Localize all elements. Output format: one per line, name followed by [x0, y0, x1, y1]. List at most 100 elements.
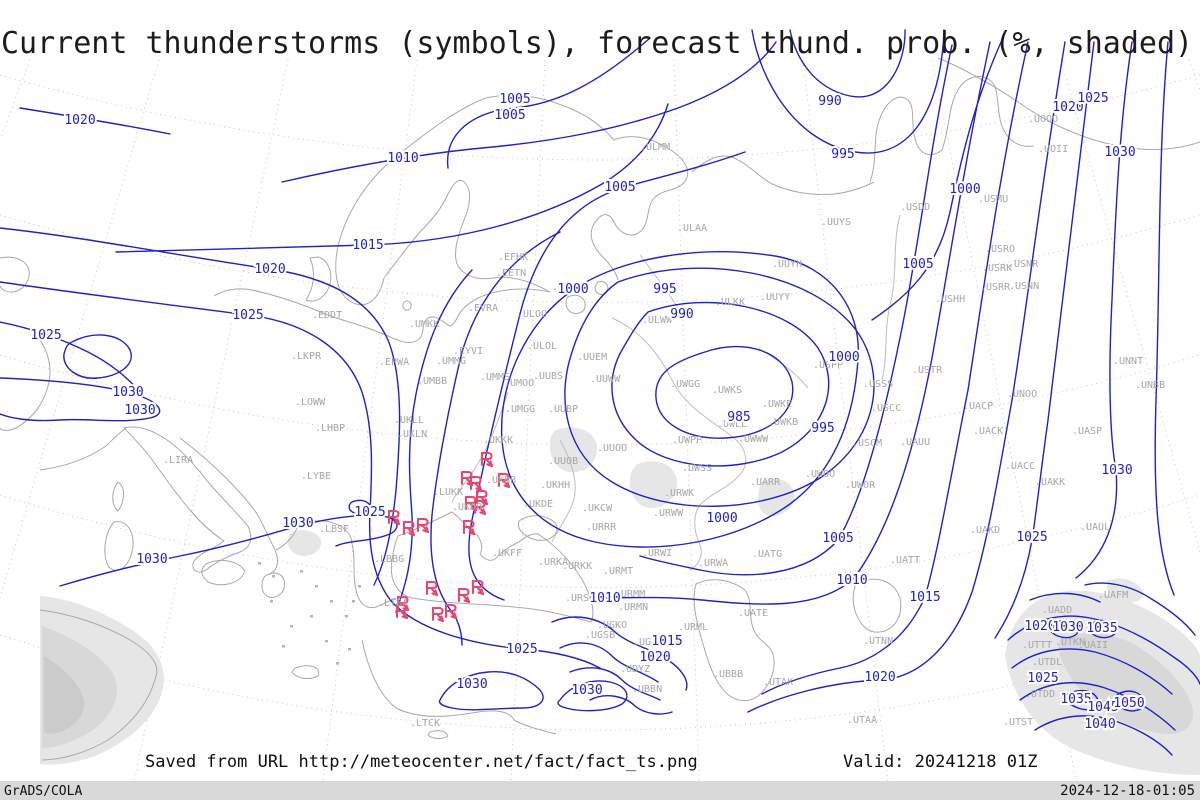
- station-label: .UTAA: [847, 715, 877, 726]
- thunder-probability-shade: [44, 656, 85, 734]
- station-label: .UUWW: [590, 374, 621, 385]
- isobar-1040: [1034, 715, 1173, 756]
- station-label: .EVRA: [468, 303, 498, 314]
- coastline: [305, 256, 332, 302]
- station-label: .UWKS: [712, 385, 742, 396]
- isobar-1030: [59, 514, 398, 587]
- coastline: [691, 155, 875, 195]
- river-layer: [451, 214, 901, 571]
- isobar-value-label: 1040: [1084, 717, 1115, 732]
- station-label: .UWKB: [768, 417, 798, 428]
- isobar-1010: [281, 41, 777, 183]
- station-label: .LYBE: [301, 471, 331, 482]
- station-label: .USSS: [863, 379, 893, 390]
- coastline: [869, 75, 1035, 183]
- isobar-1005: [446, 37, 651, 169]
- isobar-value-label: 1005: [604, 180, 635, 195]
- station-label: .UASP: [1072, 426, 1102, 437]
- isobar-value-label: 1015: [352, 238, 383, 253]
- isobar-995: [751, 29, 945, 154]
- island-dot: [336, 662, 339, 665]
- valid-time-text: Valid: 20241218 01Z: [843, 752, 1038, 772]
- station-label: .USHH: [935, 294, 965, 305]
- station-label: .UWOR: [845, 480, 876, 491]
- isobar-value-label: 985: [727, 410, 750, 425]
- bottom-status-bar: [0, 781, 1200, 800]
- isobar-1015: [115, 103, 669, 253]
- thunderstorm-icon: [425, 580, 439, 597]
- station-label: .UBBN: [632, 684, 662, 695]
- thunderstorm-icon-stroke: [387, 509, 400, 519]
- thunderstorm-icon-stroke: [497, 472, 510, 482]
- station-label: .URML: [678, 622, 708, 633]
- thunderstorm-icon-stroke: [396, 595, 409, 605]
- isobar-value-label: 1015: [909, 590, 940, 605]
- station-label: .ULOL: [527, 341, 557, 352]
- station-label: .UWLL: [717, 419, 747, 430]
- probability-shading-layer: [40, 427, 1200, 775]
- river: [551, 439, 576, 543]
- isobar-value-label: 1000: [828, 350, 859, 365]
- station-label: .USRK: [982, 263, 1012, 274]
- isobar-1030: [1029, 592, 1101, 603]
- graticule-line: [802, 59, 891, 800]
- thunderstorm-icon-stroke: [475, 489, 488, 499]
- coastline: [179, 437, 278, 575]
- coastline: [112, 481, 125, 512]
- coastline: [565, 294, 586, 314]
- isobar-1030: [589, 695, 673, 715]
- isobar-1030: [348, 499, 371, 516]
- coastline: [0, 256, 30, 293]
- station-label: .UMMG: [436, 356, 466, 367]
- station-label: .LKPR: [291, 351, 322, 362]
- river: [757, 347, 809, 389]
- coastline: [291, 665, 320, 680]
- station-label: .UMMS: [480, 372, 510, 383]
- station-label: .UACP: [963, 401, 993, 412]
- thunderstorm-icon-stroke: [482, 508, 487, 516]
- isobar-1025: [569, 667, 661, 701]
- isobar-1030: [0, 377, 161, 422]
- isobar-value-label: 1025: [1077, 91, 1108, 106]
- thunderstorm-icon: [402, 520, 416, 537]
- station-label: .UTST: [1003, 717, 1033, 728]
- thunder-probability-shade: [288, 530, 322, 557]
- station-label-layer: .ULMM .ULAA .EFHK .EETN .ULLI .EVRA .ULOO .ULOL…: [163, 114, 1165, 729]
- station-label: .UDYZ: [620, 664, 650, 675]
- station-label: .UUOO: [597, 443, 627, 454]
- thunderstorm-icon: [457, 587, 471, 604]
- coastline: [485, 94, 689, 281]
- station-label: .UACK: [973, 426, 1003, 437]
- isobar-value-label: 1030: [1101, 463, 1132, 478]
- thunderstorm-icon-stroke: [480, 451, 493, 461]
- thunderstorm-icon-stroke: [395, 603, 408, 613]
- coastline: [693, 579, 775, 702]
- river: [451, 391, 509, 503]
- isobar-value-label: 995: [811, 421, 834, 436]
- isobar-1045: [1066, 689, 1099, 711]
- station-label: .UNBB: [1135, 380, 1165, 391]
- thunderstorm-icon-stroke: [434, 589, 439, 597]
- thunder-probability-shade: [549, 427, 598, 473]
- station-label: .USRR: [980, 282, 1011, 293]
- isobar-1030: [1154, 41, 1175, 596]
- isobar-1025: [0, 321, 141, 393]
- isobar-value-label: 1005: [822, 531, 853, 546]
- station-label: .URKA: [538, 557, 568, 568]
- thunderstorm-icon-stroke: [466, 596, 471, 604]
- isobar-value-label: 1020: [1052, 100, 1083, 115]
- coastline: [123, 426, 252, 573]
- isobar-value-label: 1030: [1052, 620, 1083, 635]
- isobar-1030: [1084, 582, 1196, 636]
- station-label: .UOOO: [1028, 114, 1058, 125]
- isobar-value-label: 990: [818, 94, 841, 109]
- station-label: .LBBG: [374, 554, 404, 565]
- station-label: .UATE: [738, 608, 768, 619]
- isobar-1030: [438, 671, 544, 711]
- isobar-value-label: 1020: [64, 113, 95, 128]
- station-label: .UKHH: [540, 480, 570, 491]
- station-label: .UMOO: [504, 378, 534, 389]
- coastline: [201, 560, 246, 586]
- thunderstorm-icon-stroke: [444, 603, 457, 613]
- coastline: [427, 730, 449, 739]
